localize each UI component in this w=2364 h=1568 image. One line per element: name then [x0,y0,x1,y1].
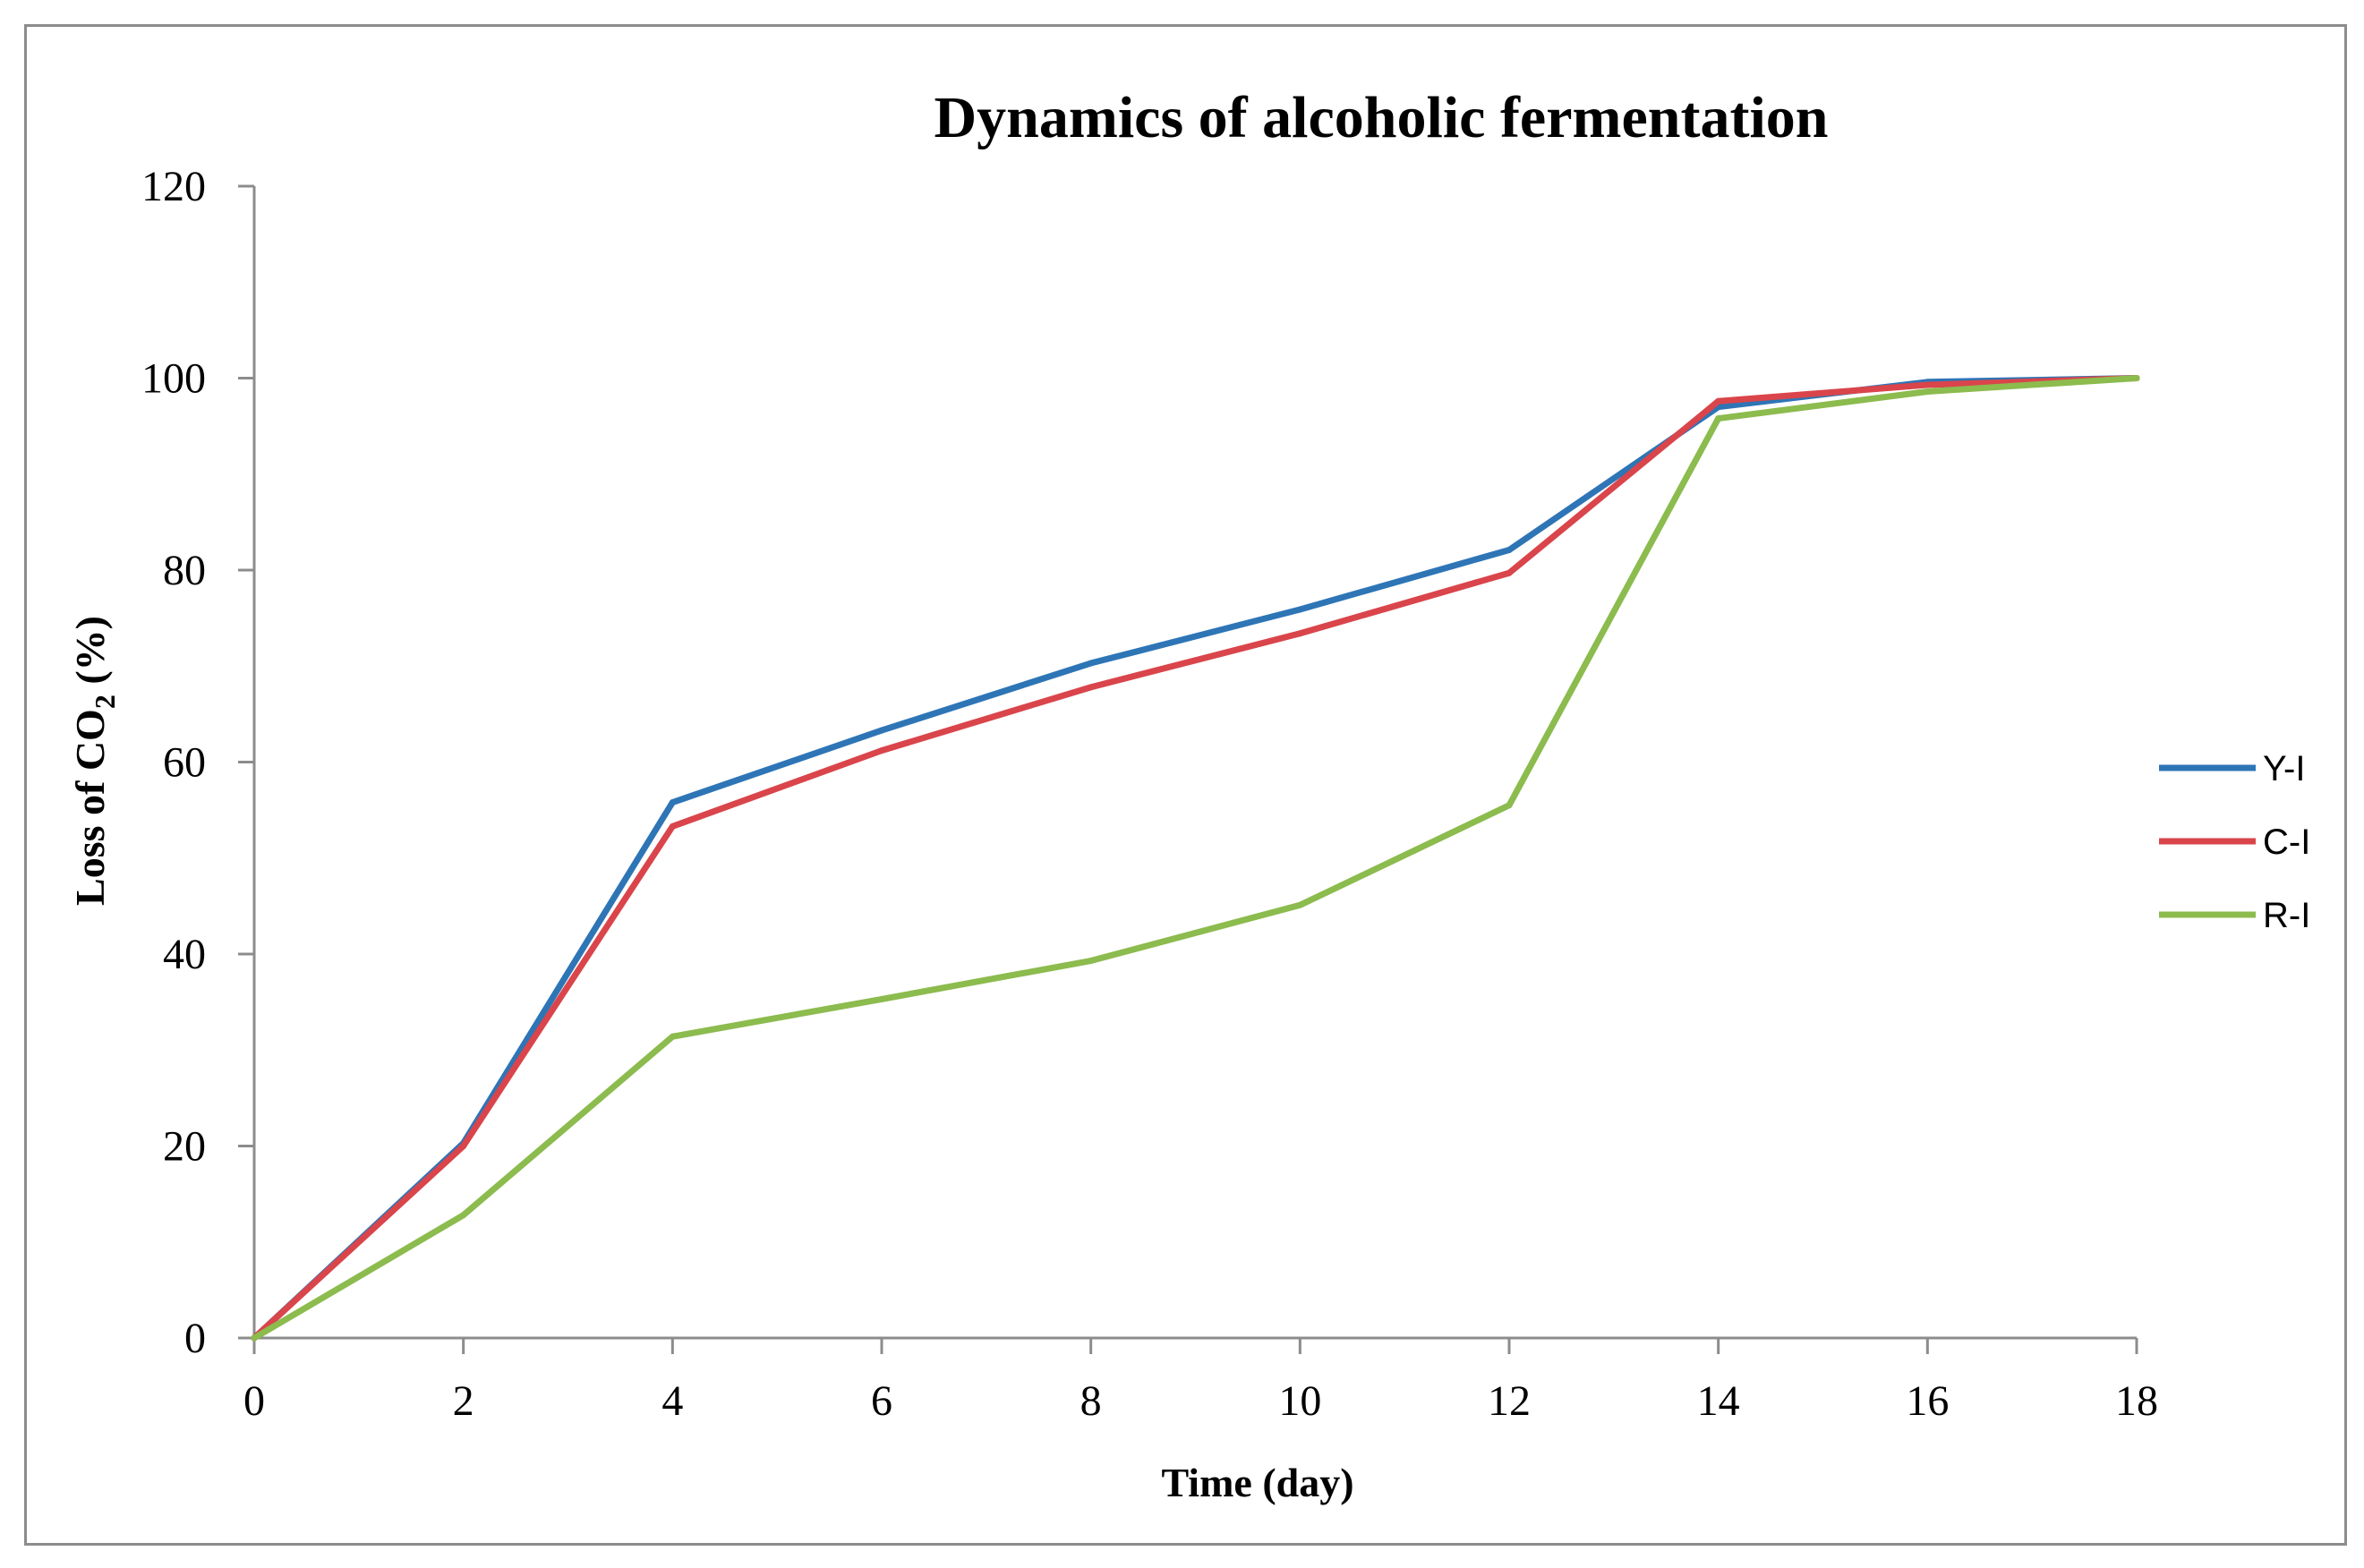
y-tick-label: 100 [141,355,206,403]
svg-text:Loss of CO2 (%): Loss of CO2 (%) [67,616,121,906]
chart-title: Dynamics of alcoholic fermentation [935,85,1829,150]
data-point-r-i [460,1212,467,1219]
x-tick-label: 2 [453,1377,474,1425]
data-point-c-i [1715,397,1722,405]
x-tick-label: 8 [1080,1377,1102,1425]
data-point-y-i [1506,546,1513,553]
data-point-y-i [669,799,676,806]
data-point-y-i [878,727,885,734]
legend-item-r-i: R-I [2159,896,2310,935]
data-point-r-i [1715,415,1722,422]
plot-series [251,375,2140,1342]
x-tick-label: 4 [661,1377,683,1425]
y-tick-label: 40 [163,931,206,978]
y-tick-label: 80 [163,547,206,594]
legend-label-r-i: R-I [2263,896,2310,935]
data-point-y-i [1296,606,1303,613]
y-axis-title-main: Loss of CO [67,709,113,906]
axes: 0 20 40 60 80 100 120 0 2 4 6 8 10 12 14 16 18 [141,163,2158,1425]
y-tick-label: 60 [163,739,206,787]
series-line-c-i [251,375,2140,1342]
chart-area [24,24,2347,1546]
data-point-r-i [1924,388,1931,396]
x-tick-label: 18 [2115,1377,2158,1425]
data-point-y-i [1088,660,1095,667]
x-tick-label: 16 [1906,1377,1949,1425]
data-point-r-i [1088,958,1095,965]
series-r-i [251,375,2140,1342]
data-point-c-i [1924,381,1931,388]
x-tick-label: 12 [1488,1377,1531,1425]
data-point-c-i [1088,684,1095,691]
legend-item-c-i: C-I [2159,822,2310,862]
data-point-r-i [1296,901,1303,908]
x-tick-label: 6 [871,1377,892,1425]
legend: Y-I C-I R-I [2159,749,2310,935]
data-point-r-i [1506,802,1513,809]
series-line-y-i [251,375,2140,1342]
data-point-r-i [878,995,885,1002]
x-tick-label: 14 [1697,1377,1740,1425]
legend-label-c-i: C-I [2263,822,2310,862]
data-point-r-i [2133,375,2140,381]
legend-item-y-i: Y-I [2159,749,2305,788]
y-axis-title-unit: (%) [67,616,113,695]
data-point-c-i [460,1143,467,1149]
y-tick-label: 0 [184,1315,206,1362]
data-point-r-i [669,1033,676,1040]
y-axis-title-subscript: 2 [89,695,121,709]
x-axis-title: Time (day) [1161,1460,1353,1505]
y-axis-title: Loss of CO2 (%) [67,616,121,906]
y-tick-label: 20 [163,1123,206,1171]
y-tick-label: 120 [141,163,206,210]
data-point-c-i [878,747,885,754]
data-point-c-i [1296,630,1303,637]
data-point-r-i [251,1334,258,1342]
series-y-i [251,375,2140,1342]
legend-label-y-i: Y-I [2263,749,2305,788]
data-point-c-i [669,822,676,830]
x-tick-label: 10 [1278,1377,1321,1425]
x-tick-label: 0 [243,1377,265,1425]
series-c-i [251,375,2140,1342]
series-line-r-i [251,375,2140,1342]
data-point-c-i [1506,569,1513,576]
